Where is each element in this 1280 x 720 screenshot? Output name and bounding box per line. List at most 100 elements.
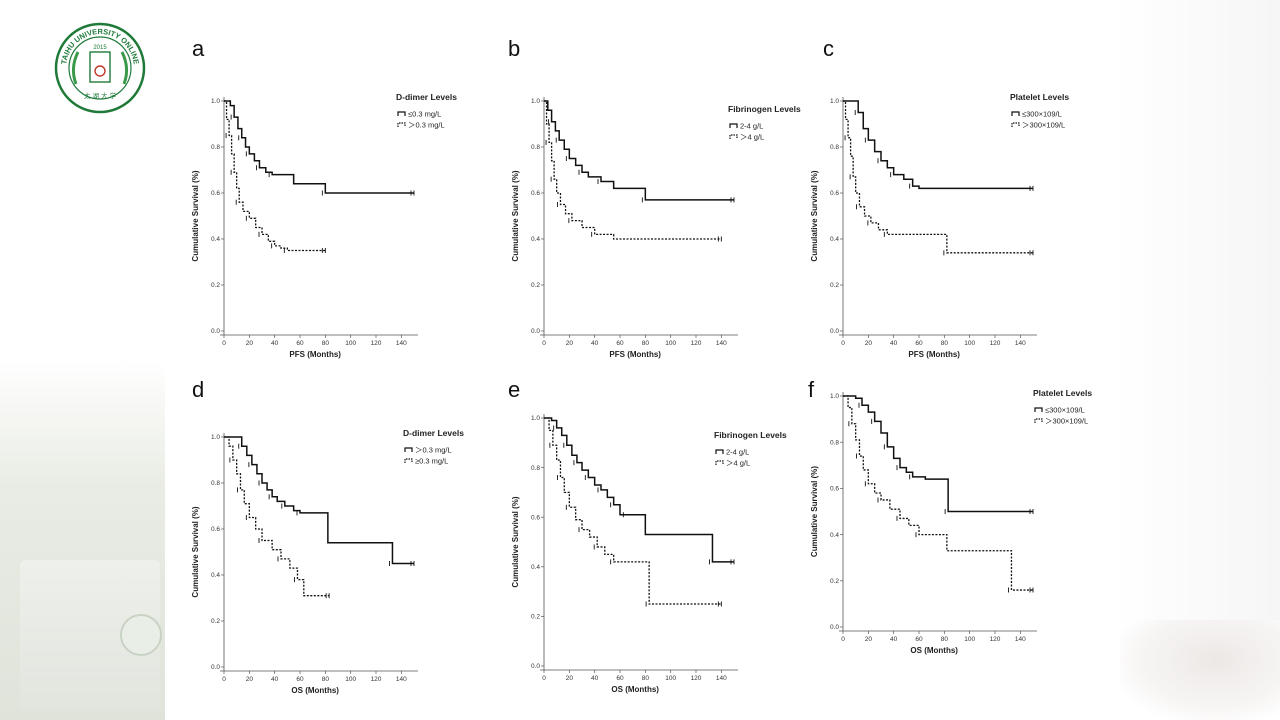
y-tick-label: 0.4 xyxy=(531,236,540,243)
y-tick-label: 0.0 xyxy=(211,664,220,671)
legend-entry-label: ＞0.3 mg/L xyxy=(415,446,452,455)
x-tick-label: 100 xyxy=(345,676,356,683)
panel-label: c xyxy=(823,36,834,61)
x-tick-label: 20 xyxy=(865,340,873,347)
x-tick-label: 80 xyxy=(642,675,650,682)
legend-title: Fibrinogen Levels xyxy=(728,104,801,114)
y-tick-label: 0.0 xyxy=(531,328,540,335)
legend-symbol-dashed xyxy=(729,134,738,139)
x-tick-label: 60 xyxy=(616,340,624,347)
legend-symbol-solid xyxy=(1011,111,1020,116)
legend-title: D-dimer Levels xyxy=(403,428,464,438)
survival-curve-solid xyxy=(544,100,734,201)
x-tick-label: 20 xyxy=(566,675,574,682)
legend-title: Platelet Levels xyxy=(1033,388,1092,398)
x-tick-label: 40 xyxy=(890,636,898,643)
x-tick-label: 140 xyxy=(396,676,407,683)
y-tick-label: 1.0 xyxy=(531,415,540,422)
legend-entry-label: 2-4 g/L xyxy=(740,122,763,131)
legend-symbol-dashed xyxy=(715,460,724,465)
y-tick-label: 0.8 xyxy=(531,144,540,151)
x-tick-label: 80 xyxy=(322,340,330,347)
legend-entry-label: ≥0.3 mg/L xyxy=(415,457,448,466)
y-tick-label: 0.2 xyxy=(211,282,220,289)
survival-curve-dashed xyxy=(843,395,1033,591)
y-axis-label: Cumulative Survival (%) xyxy=(191,506,200,597)
legend-symbol-solid xyxy=(715,449,724,454)
y-tick-label: 0.8 xyxy=(531,465,540,472)
y-tick-label: 1.0 xyxy=(211,434,220,441)
x-axis-label: PFS (Months) xyxy=(289,350,341,359)
legend-title: Fibrinogen Levels xyxy=(714,430,787,440)
chart-panel-c: c 0.0 0.2 0.4 0.6 0.8 1.0 0 20 40 60 80 100 120 140 PFS… xyxy=(810,36,1069,359)
x-tick-label: 0 xyxy=(542,340,546,347)
x-tick-label: 100 xyxy=(964,636,975,643)
y-tick-label: 0.6 xyxy=(211,190,220,197)
y-axis-label: Cumulative Survival (%) xyxy=(810,170,819,261)
x-tick-label: 40 xyxy=(271,340,279,347)
survival-curve-solid xyxy=(544,417,734,563)
y-tick-label: 0.2 xyxy=(531,282,540,289)
x-tick-label: 140 xyxy=(396,340,407,347)
x-tick-label: 0 xyxy=(222,676,226,683)
y-tick-label: 0.6 xyxy=(830,190,839,197)
y-tick-label: 0.6 xyxy=(830,486,839,493)
logo-laurel-right xyxy=(120,51,129,85)
y-tick-label: 0.4 xyxy=(531,564,540,571)
x-tick-label: 60 xyxy=(296,340,304,347)
logo-laurel-left xyxy=(71,51,80,85)
legend-title: D-dimer Levels xyxy=(396,92,457,102)
logo-shield xyxy=(89,51,111,83)
x-tick-label: 0 xyxy=(222,340,226,347)
x-tick-label: 40 xyxy=(591,340,599,347)
x-tick-label: 100 xyxy=(964,340,975,347)
panel-label: f xyxy=(808,377,815,402)
y-tick-label: 0.4 xyxy=(830,532,839,539)
legend-symbol-dashed xyxy=(404,458,413,463)
legend-title: Platelet Levels xyxy=(1010,92,1069,102)
x-axis-label: OS (Months) xyxy=(611,685,659,694)
x-tick-label: 0 xyxy=(542,675,546,682)
legend-symbol-dashed xyxy=(397,122,406,127)
background-seal xyxy=(120,614,162,656)
y-tick-label: 1.0 xyxy=(531,98,540,105)
x-tick-label: 140 xyxy=(1015,636,1026,643)
survival-curve-dashed xyxy=(843,100,1033,254)
x-tick-label: 120 xyxy=(691,340,702,347)
y-tick-label: 0.0 xyxy=(531,663,540,670)
legend-symbol-solid xyxy=(404,447,413,452)
x-tick-label: 100 xyxy=(665,340,676,347)
background-decoration-right xyxy=(1115,0,1280,620)
survival-curve-dashed xyxy=(224,436,330,597)
survival-curve-dashed xyxy=(544,100,722,240)
y-tick-label: 0.8 xyxy=(211,144,220,151)
logo-year: 2015 xyxy=(93,45,107,51)
legend-symbol-solid xyxy=(1034,407,1043,412)
x-axis-label: OS (Months) xyxy=(291,686,339,695)
x-axis-label: PFS (Months) xyxy=(908,350,960,359)
y-axis-label: Cumulative Survival (%) xyxy=(511,496,520,587)
x-tick-label: 140 xyxy=(716,675,727,682)
y-tick-label: 0.6 xyxy=(531,190,540,197)
y-tick-label: 0.4 xyxy=(211,572,220,579)
x-tick-label: 20 xyxy=(246,340,254,347)
y-tick-label: 0.4 xyxy=(830,236,839,243)
x-tick-label: 120 xyxy=(990,636,1001,643)
x-tick-label: 100 xyxy=(345,340,356,347)
x-tick-label: 80 xyxy=(642,340,650,347)
x-axis-label: OS (Months) xyxy=(910,646,958,655)
chart-panel-d: d 0.0 0.2 0.4 0.6 0.8 1.0 0 20 40 60 80 100 120 140 OS … xyxy=(191,377,464,695)
legend-entry-label: ＞300×109/L xyxy=(1022,121,1065,130)
panel-label: e xyxy=(508,377,520,402)
y-axis-label: Cumulative Survival (%) xyxy=(810,466,819,557)
y-tick-label: 0.8 xyxy=(211,480,220,487)
x-tick-label: 40 xyxy=(591,675,599,682)
y-axis-label: Cumulative Survival (%) xyxy=(511,170,520,261)
legend-entry-label: ≤300×109/L xyxy=(1045,406,1085,415)
x-tick-label: 60 xyxy=(296,676,304,683)
x-tick-label: 60 xyxy=(616,675,624,682)
chart-panel-e: e 0.0 0.2 0.4 0.6 0.8 1.0 0 20 40 60 80 100 120 140 OS … xyxy=(508,377,787,694)
x-tick-label: 100 xyxy=(665,675,676,682)
background-cloud-decoration xyxy=(1120,620,1280,720)
